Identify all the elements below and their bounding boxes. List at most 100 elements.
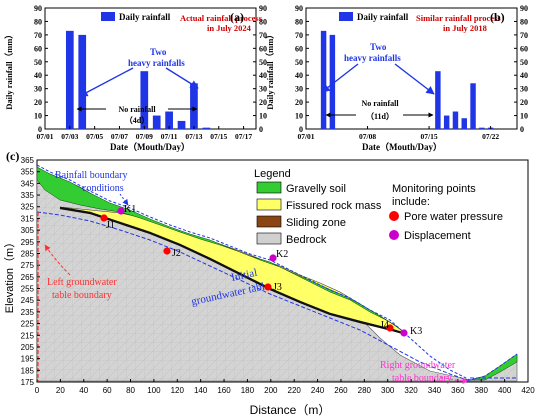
legend-disp-label: Displacement bbox=[404, 230, 471, 242]
y-tick-label: 50 bbox=[34, 58, 42, 67]
y-tick-label-right: 70 bbox=[259, 31, 267, 40]
x-tick-label: 07/13 bbox=[185, 132, 202, 141]
y-tick-label-right: 80 bbox=[520, 17, 528, 26]
rainfall-boundary-line2: conditions bbox=[82, 183, 124, 194]
panel-c-x-axis-title: Distance（m） bbox=[250, 403, 331, 417]
c-x-tick-label: 220 bbox=[288, 386, 302, 395]
c-x-tick-label: 400 bbox=[498, 386, 512, 395]
monitor-point-k1 bbox=[117, 207, 125, 215]
panel-a-title-line1: Actual rainfall process bbox=[180, 13, 263, 23]
c-y-tick-label: 285 bbox=[21, 249, 35, 258]
panel-b-annotation-heavy: heavy rainfalls bbox=[344, 53, 401, 63]
c-x-tick-label: 20 bbox=[56, 386, 65, 395]
c-y-tick-label: 335 bbox=[21, 191, 35, 200]
legend-swatch-bedrock bbox=[256, 232, 282, 245]
bar-a-day-4 bbox=[78, 34, 87, 130]
label-k1: K1 bbox=[124, 204, 136, 215]
bar-a-day-3 bbox=[65, 30, 74, 130]
label-k2: K2 bbox=[276, 249, 288, 260]
c-y-tick-label: 195 bbox=[21, 355, 35, 364]
legend-sliding-label: Sliding zone bbox=[286, 217, 346, 229]
c-y-tick-label: 175 bbox=[21, 378, 35, 387]
legend-swatch-sliding bbox=[256, 215, 282, 228]
y-tick-label: 90 bbox=[295, 4, 303, 13]
bar-b-day-17 bbox=[443, 115, 450, 129]
panel-a-x-axis-title: Date（Mouth/Day） bbox=[110, 142, 190, 152]
y-tick-label-right: 90 bbox=[520, 4, 528, 13]
panel-a-letter: (a) bbox=[230, 10, 244, 24]
c-x-tick-label: 40 bbox=[79, 386, 88, 395]
x-tick-label: 07/01 bbox=[297, 132, 314, 141]
left-groundwater-arrow bbox=[44, 244, 71, 276]
y-tick-label: 90 bbox=[34, 4, 42, 13]
legend-pore-dot bbox=[389, 211, 399, 221]
x-tick-label: 07/03 bbox=[61, 132, 78, 141]
c-y-tick-label: 315 bbox=[21, 214, 35, 223]
c-y-tick-label: 245 bbox=[21, 296, 35, 305]
c-y-tick-label: 325 bbox=[21, 203, 35, 212]
legend-swatch-gravelly bbox=[256, 181, 282, 194]
bar-a-day-12 bbox=[177, 120, 186, 129]
c-y-tick-label: 275 bbox=[21, 261, 35, 270]
monitor-point-j1 bbox=[100, 214, 108, 222]
panel-a-arrow-right bbox=[165, 67, 199, 89]
c-y-tick-label: 355 bbox=[21, 168, 35, 177]
bar-b-day-16 bbox=[435, 71, 441, 129]
panel-a-y-ticks-left: 0 10 20 30 40 50 60 70 80 90 bbox=[34, 4, 48, 134]
bar-a-day-13 bbox=[190, 83, 198, 129]
bar-b-day-20 bbox=[470, 83, 476, 129]
ground-surface-line bbox=[36, 164, 518, 381]
y-tick-label: 10 bbox=[295, 112, 303, 121]
rainfall-boundary-line1: Rainfall boundary bbox=[55, 170, 127, 181]
panel-b-bars bbox=[320, 30, 494, 130]
bar-a-day-10 bbox=[152, 115, 161, 129]
y-tick-label: 60 bbox=[295, 44, 303, 53]
x-tick-label: 07/15 bbox=[421, 132, 438, 141]
c-x-tick-label: 420 bbox=[521, 386, 535, 395]
panel-b-y-ticks-left: 0 10 20 30 40 50 60 70 80 90 bbox=[295, 4, 309, 134]
monitor-point-j4 bbox=[386, 324, 394, 332]
y-tick-label-right: 20 bbox=[520, 98, 528, 107]
left-groundwater-line1: Left groundwater bbox=[47, 277, 117, 288]
c-x-tick-label: 200 bbox=[264, 386, 278, 395]
legend-title: Legend bbox=[254, 168, 291, 180]
initial-groundwater-table bbox=[36, 211, 471, 382]
legend-gravelly-label: Gravelly soil bbox=[286, 183, 346, 195]
panel-b-annotation-two: Two bbox=[370, 42, 387, 52]
x-tick-label: 07/08 bbox=[359, 132, 376, 141]
panel-b-no-rainfall-days: （11d） bbox=[366, 111, 394, 121]
bar-a-day-9 bbox=[140, 71, 149, 129]
panel-b-letter: (b) bbox=[490, 10, 505, 24]
y-tick-label: 0 bbox=[299, 125, 303, 134]
panel-a-title-line2: in July 2024 bbox=[207, 23, 252, 33]
legend-pore-label: Pore water pressure bbox=[404, 211, 503, 223]
c-x-tick-label: 100 bbox=[147, 386, 161, 395]
y-tick-label-right: 60 bbox=[259, 44, 267, 53]
panel-a-x-ticks: 07/01 07/03 07/05 07/07 07/09 07/11 07/13 07/15… bbox=[36, 126, 252, 141]
x-tick-label: 07/07 bbox=[111, 132, 128, 141]
y-tick-label-right: 90 bbox=[259, 4, 267, 13]
c-y-tick-label: 215 bbox=[21, 331, 35, 340]
y-tick-label-right: 0 bbox=[259, 125, 263, 134]
y-tick-label-right: 30 bbox=[520, 85, 528, 94]
y-tick-label: 10 bbox=[34, 112, 42, 121]
right-groundwater-line2: table boundary bbox=[392, 373, 452, 384]
x-tick-label: 07/09 bbox=[136, 132, 153, 141]
c-y-tick-label: 365 bbox=[21, 156, 35, 165]
y-tick-label: 30 bbox=[295, 85, 303, 94]
monitor-point-k3 bbox=[400, 329, 408, 337]
c-x-tick-label: 340 bbox=[428, 386, 442, 395]
c-x-tick-label: 140 bbox=[194, 386, 208, 395]
c-x-tick-label: 260 bbox=[334, 386, 348, 395]
panel-b-arrow-left bbox=[321, 63, 359, 93]
y-tick-label-right: 0 bbox=[520, 125, 524, 134]
c-y-tick-label: 265 bbox=[21, 273, 35, 282]
bar-a-day-11 bbox=[165, 111, 173, 129]
panel-a-no-rainfall-days: （4d） bbox=[125, 115, 149, 125]
panel-c-slope-model: (c) 0 20 40 60 80 100 120 140 160 180 200 220 240 260… bbox=[3, 149, 535, 417]
legend-swatch-fissured bbox=[256, 198, 282, 211]
panel-a-no-rainfall-label: No rainfall bbox=[118, 105, 156, 114]
monitor-point-j2 bbox=[163, 247, 171, 255]
legend-bedrock-label: Bedrock bbox=[286, 234, 327, 246]
